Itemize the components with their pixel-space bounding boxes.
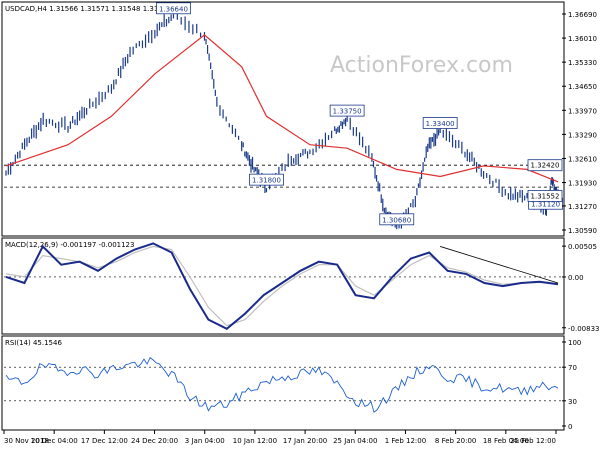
- x-axis-label: 25 Jan 04:00: [333, 437, 377, 445]
- x-axis-label: 10 Jan 12:00: [233, 437, 277, 445]
- annotation-label: 1.33400: [426, 120, 455, 128]
- x-axis-label: 25 Feb 12:00: [510, 437, 556, 445]
- price-annotation: 1.33750: [329, 104, 365, 117]
- x-axis-label: 10 Dec 04:00: [31, 437, 78, 445]
- price-axis-label: 1.31270: [568, 203, 597, 211]
- rsi-panel: [1, 335, 565, 431]
- macd-axis-label: 0.00505: [568, 243, 597, 251]
- annotation-label: 1.33750: [333, 108, 362, 116]
- annotation-box: [249, 173, 284, 186]
- annotation-label: 1.30680: [382, 216, 411, 224]
- price-axis-label: 1.31930: [568, 180, 597, 188]
- price-axis-label: 1.33290: [568, 131, 597, 139]
- x-axis-label: 17 Jan 20:00: [283, 437, 327, 445]
- svg-text:1.32420: 1.32420: [531, 162, 560, 170]
- current-price-label: 1.31552: [527, 190, 563, 202]
- price-axis-label: 1.34650: [568, 83, 597, 91]
- price-annotation: 1.33400: [422, 117, 458, 129]
- macd-axis-label: 0.00: [568, 274, 584, 282]
- signal-line: [5, 245, 559, 327]
- annotation-box: [379, 213, 415, 226]
- price-annotation: 1.31800: [249, 173, 284, 186]
- symbol-info: USDCAD,H4 1.31566 1.31571 1.31548 1.3155…: [5, 5, 172, 13]
- macd-title: MACD(12,26,9) -0.001197 -0.001123: [5, 241, 134, 249]
- annotation-label: 1.31120: [531, 201, 560, 209]
- price-axis-label: 1.36010: [568, 35, 597, 43]
- annotation-box: [156, 2, 191, 15]
- price-axis-label: 1.36690: [568, 11, 597, 19]
- price-annotation: 1.36640: [156, 2, 191, 15]
- x-axis-label: 1 Feb 12:00: [385, 437, 426, 445]
- price-annotation: 1.30680: [379, 213, 415, 226]
- price-panel: [1, 1, 565, 237]
- macd-axis-label: -0.008332: [568, 325, 600, 333]
- price-axis-label: 1.30590: [568, 227, 597, 235]
- annotation-box: [422, 117, 458, 129]
- rsi-axis-label: 70: [568, 364, 577, 372]
- watermark: ActionForex.com: [330, 53, 513, 78]
- price-axis-label: 1.33970: [568, 107, 597, 115]
- svg-text:1.31552: 1.31552: [531, 192, 560, 200]
- price-axis-label: 1.35330: [568, 59, 597, 67]
- annotation-label: 1.31800: [252, 177, 281, 185]
- rsi-line: [5, 356, 559, 413]
- rsi-axis-label: 100: [568, 339, 581, 347]
- x-axis-label: 30 Nov 2018: [4, 437, 49, 445]
- x-axis-label: 3 Jan 04:00: [185, 437, 225, 445]
- annotation-label: 1.36640: [159, 5, 188, 13]
- rsi-title: RSI(14) 45.1546: [5, 339, 62, 347]
- x-axis-label: 24 Dec 20:00: [131, 437, 178, 445]
- moving-average-line: [5, 34, 559, 183]
- x-axis-label: 18 Feb 04:00: [483, 437, 529, 445]
- price-axis-label: 1.32610: [568, 155, 597, 163]
- rsi-axis-label: 0: [568, 423, 572, 431]
- current-price-label: 1.32420: [527, 159, 563, 172]
- annotation-box: [329, 104, 365, 117]
- macd-line: [5, 242, 559, 330]
- x-axis-label: 8 Feb 20:00: [435, 437, 476, 445]
- macd-trendline: [440, 246, 559, 284]
- rsi-axis-label: 30: [568, 398, 577, 406]
- x-axis-label: 17 Dec 12:00: [81, 437, 128, 445]
